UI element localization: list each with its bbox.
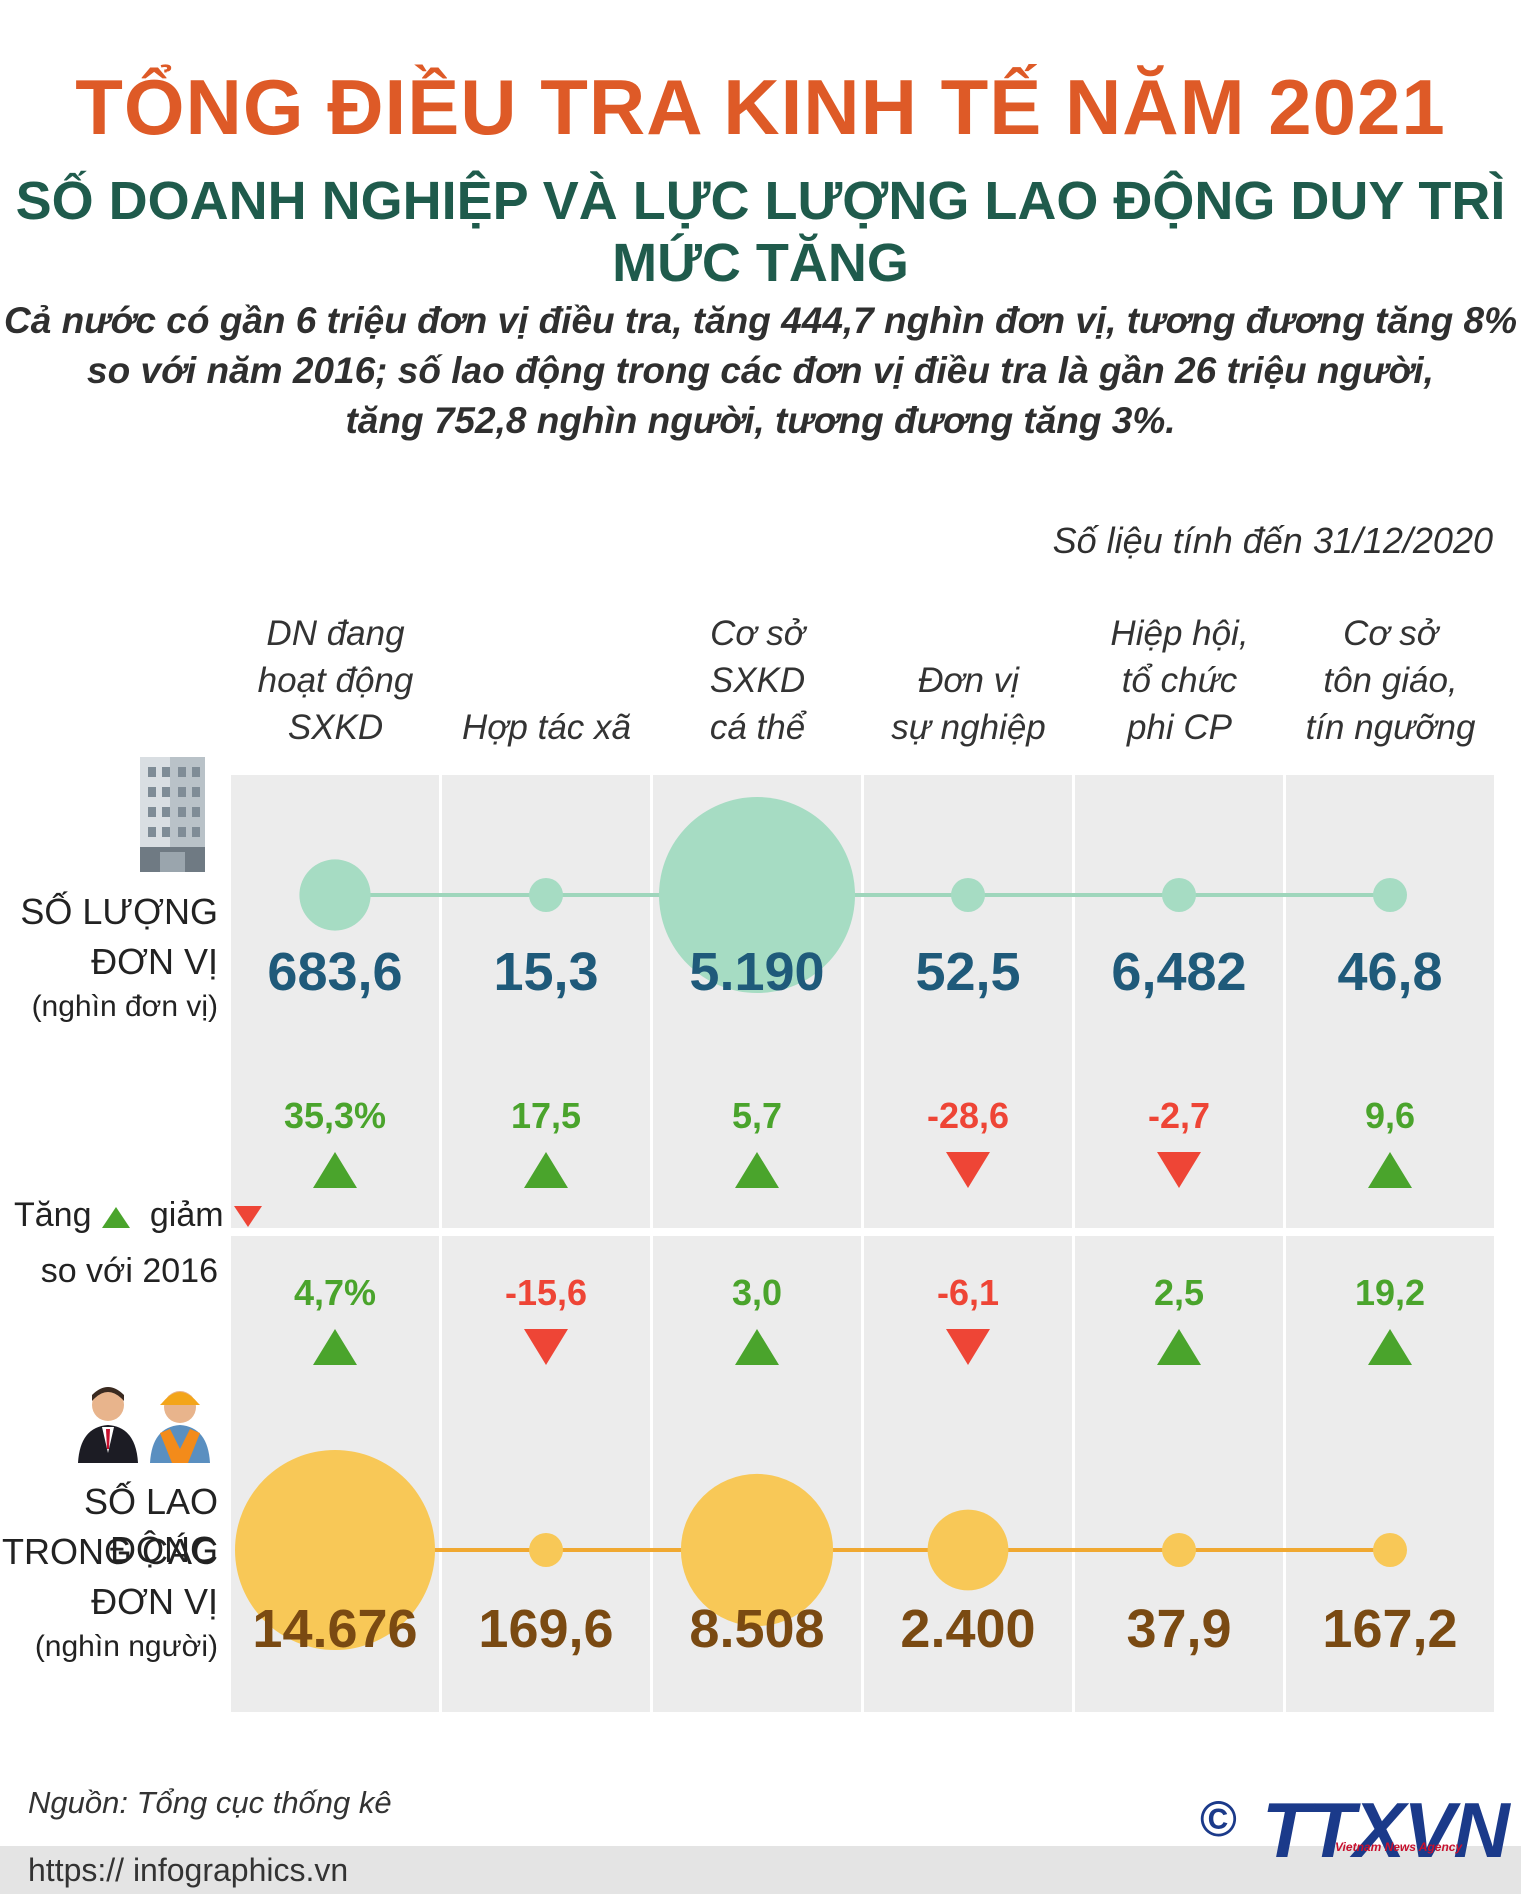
labor-change-label: 3,0 (731, 1272, 783, 1313)
column-header-line: hoạt động (257, 661, 414, 700)
page-subtitle: SỐ DOANH NGHIỆP VÀ LỰC LƯỢNG LAO ĐỘNG DU… (15, 171, 1506, 293)
column-header-line: DN đang (266, 614, 405, 653)
units-value-label: 5.190 (689, 942, 825, 1002)
change-legend-line-2: so với 2016 (40, 1252, 218, 1290)
column-header-line: Cơ sở (710, 614, 805, 653)
column-header-line: SXKD (709, 661, 806, 700)
units-label-line-2: ĐƠN VỊ (91, 941, 218, 982)
units-label-unit: (nghìn đơn vị) (31, 990, 218, 1023)
increase-triangle-icon (735, 1329, 779, 1365)
labor-change-label: 19,2 (1354, 1272, 1426, 1313)
decrease-triangle-icon (946, 1152, 990, 1188)
labor-label-unit: (nghìn người) (34, 1630, 218, 1663)
labor-bubble (235, 1450, 435, 1650)
column-header-line: tôn giáo, (1323, 661, 1458, 700)
page-title: TỔNG ĐIỀU TRA KINH TẾ NĂM 2021 (75, 63, 1446, 151)
change-legend: Tăng giảm (14, 1196, 263, 1235)
change-legend-down-label: giảm (149, 1196, 224, 1234)
units-bubble (529, 878, 563, 912)
column-header-line: tín ngưỡng (1305, 708, 1476, 747)
data-as-of-date: Số liệu tính đến 31/12/2020 (1052, 520, 1493, 561)
column-header-line: Đơn vị (918, 661, 1019, 700)
labor-value-label: 167,2 (1322, 1599, 1458, 1659)
labor-value-label: 8.508 (689, 1599, 825, 1659)
units-value-label: 15,3 (493, 942, 599, 1002)
decrease-triangle-icon (524, 1329, 568, 1365)
units-value-label: 52,5 (915, 942, 1021, 1002)
decrease-triangle-icon (946, 1329, 990, 1365)
units-value-label: 683,6 (267, 942, 403, 1002)
labor-bubble (529, 1533, 563, 1567)
increase-triangle-icon (1368, 1329, 1412, 1365)
units-value-label: 46,8 (1337, 942, 1443, 1002)
column-header-line: Hiệp hội, (1110, 614, 1249, 653)
units-bubble (299, 859, 371, 931)
column-header-line: phi CP (1126, 708, 1233, 747)
column-background (1075, 1236, 1283, 1712)
change-legend-up-label: Tăng (14, 1196, 92, 1234)
units-change-label: 5,7 (731, 1095, 783, 1136)
increase-triangle-icon (1368, 1152, 1412, 1188)
source-note: Nguồn: Tổng cục thống kê (28, 1785, 392, 1820)
units-value-label: 6,482 (1111, 942, 1247, 1002)
column-header-line: Cơ sở (1343, 614, 1438, 653)
legend-up-triangle-icon (101, 1207, 130, 1229)
intro-line-2: so với năm 2016; số lao động trong các đ… (87, 350, 1434, 391)
ttxvn-logo-tagline: Vietnam News Agency (1335, 1840, 1463, 1854)
increase-triangle-icon (313, 1329, 357, 1365)
column-background (442, 1236, 650, 1712)
units-change-label: -2,7 (1147, 1095, 1211, 1136)
footer-bar (0, 1846, 1521, 1894)
column-background (864, 1236, 1072, 1712)
units-change-label: 17,5 (510, 1095, 582, 1136)
labor-value-label: 169,6 (478, 1599, 614, 1659)
units-change-label: -28,6 (926, 1095, 1010, 1136)
units-change-label: 9,6 (1364, 1095, 1416, 1136)
column-background (1286, 1236, 1494, 1712)
labor-label-line-3: ĐƠN VỊ (91, 1581, 218, 1622)
units-bubble (659, 797, 855, 993)
footer-url[interactable]: https:// infographics.vn (28, 1852, 349, 1888)
units-bubble (951, 878, 985, 912)
increase-triangle-icon (1157, 1329, 1201, 1365)
decrease-triangle-icon (1157, 1152, 1201, 1188)
labor-bubble (1162, 1533, 1196, 1567)
labor-value-label: 14.676 (252, 1599, 418, 1659)
labor-change-label: -15,6 (504, 1272, 588, 1313)
labor-change-label: 4,7% (293, 1272, 377, 1313)
column-header-line: cá thể (709, 708, 806, 747)
column-header-line: sự nghiệp (891, 708, 1046, 747)
labor-change-label: -6,1 (936, 1272, 1000, 1313)
column-header-line: tổ chức (1121, 661, 1238, 700)
units-bubble (1373, 878, 1407, 912)
intro-line-3: tăng 752,8 nghìn người, tương đương tăng… (345, 400, 1176, 441)
labor-bubble (1373, 1533, 1407, 1567)
intro-line-1: Cả nước có gần 6 triệu đơn vị điều tra, … (4, 300, 1517, 341)
increase-triangle-icon (524, 1152, 568, 1188)
increase-triangle-icon (735, 1152, 779, 1188)
units-change-label: 35,3% (283, 1095, 387, 1136)
labor-bubble (927, 1509, 1009, 1591)
increase-triangle-icon (313, 1152, 357, 1188)
labor-value-label: 2.400 (900, 1599, 1036, 1659)
labor-label-line-2: TRONG CÁC (2, 1531, 218, 1572)
copyright-icon: © (1200, 1791, 1237, 1847)
building-icon (130, 752, 220, 882)
labor-change-label: 2,5 (1153, 1272, 1205, 1313)
workers-icon (78, 1383, 218, 1468)
units-bubble (1162, 878, 1196, 912)
labor-label-line-1: SỐ LAO ĐỘNG (83, 1481, 218, 1570)
labor-value-label: 37,9 (1126, 1599, 1232, 1659)
column-header-line: Hợp tác xã (461, 708, 631, 747)
labor-bubble (680, 1473, 834, 1627)
ttxvn-logo: TTXVN (1262, 1786, 1510, 1874)
units-label-line-1: SỐ LƯỢNG (20, 891, 218, 932)
column-header-line: SXKD (287, 708, 384, 747)
legend-down-triangle-icon (234, 1206, 263, 1228)
